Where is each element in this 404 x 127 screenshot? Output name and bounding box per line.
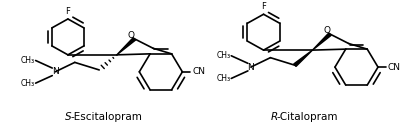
Polygon shape (117, 38, 136, 55)
Text: CN: CN (388, 63, 401, 72)
Text: F: F (261, 2, 266, 11)
Text: N: N (248, 63, 254, 72)
Polygon shape (312, 33, 331, 50)
Text: R: R (270, 112, 278, 122)
Text: CN: CN (192, 67, 205, 76)
Text: CH₃: CH₃ (216, 51, 230, 60)
Text: CH₃: CH₃ (216, 74, 230, 83)
Text: -Escitalopram: -Escitalopram (71, 112, 143, 122)
Text: CH₃: CH₃ (21, 79, 35, 88)
Text: O: O (128, 30, 135, 39)
Text: O: O (324, 26, 330, 35)
Text: CH₃: CH₃ (21, 56, 35, 65)
Text: S: S (65, 112, 72, 122)
Text: F: F (65, 7, 70, 16)
Text: -Citalopram: -Citalopram (276, 112, 338, 122)
Text: N: N (52, 67, 59, 76)
Polygon shape (294, 50, 312, 66)
